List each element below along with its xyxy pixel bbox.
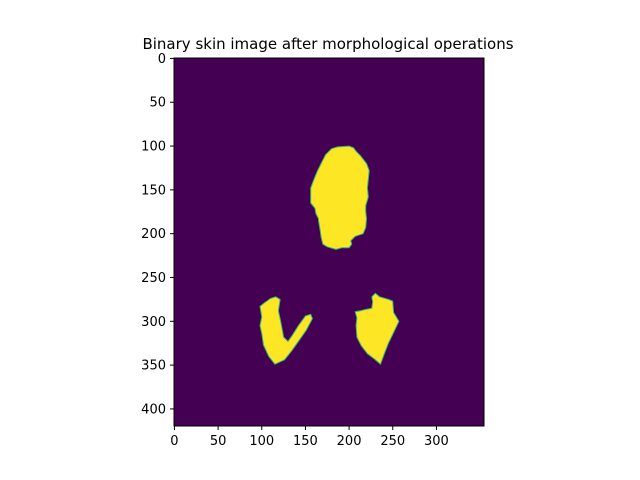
region-right-hand — [354, 292, 400, 365]
x-tick-label: 150 — [293, 434, 318, 449]
y-tick-label: 400 — [141, 402, 166, 417]
y-tick-label: 300 — [141, 315, 166, 330]
chart-title: Binary skin image after morphological op… — [142, 35, 513, 53]
region-left-hand — [259, 296, 313, 365]
y-tick-label: 0 — [158, 52, 166, 67]
axes-area: 0 50 100 150 200 250 300 0 50 100 150 200 250 300 350 4… — [141, 52, 485, 449]
region-face — [310, 145, 370, 250]
y-tick-label: 200 — [141, 227, 166, 242]
axes-frame — [173, 57, 485, 427]
y-tick-label: 50 — [149, 96, 166, 111]
y-tick-label: 350 — [141, 359, 166, 374]
x-tick-label: 0 — [170, 434, 178, 449]
x-tick-label: 200 — [337, 434, 362, 449]
y-tick-label: 250 — [141, 271, 166, 286]
x-tick-label: 250 — [380, 434, 405, 449]
y-tick-label: 150 — [141, 183, 166, 198]
x-tick-label: 300 — [424, 434, 449, 449]
x-tick-label: 50 — [210, 434, 227, 449]
x-tick-label: 100 — [249, 434, 274, 449]
y-tick-label: 100 — [141, 140, 166, 155]
